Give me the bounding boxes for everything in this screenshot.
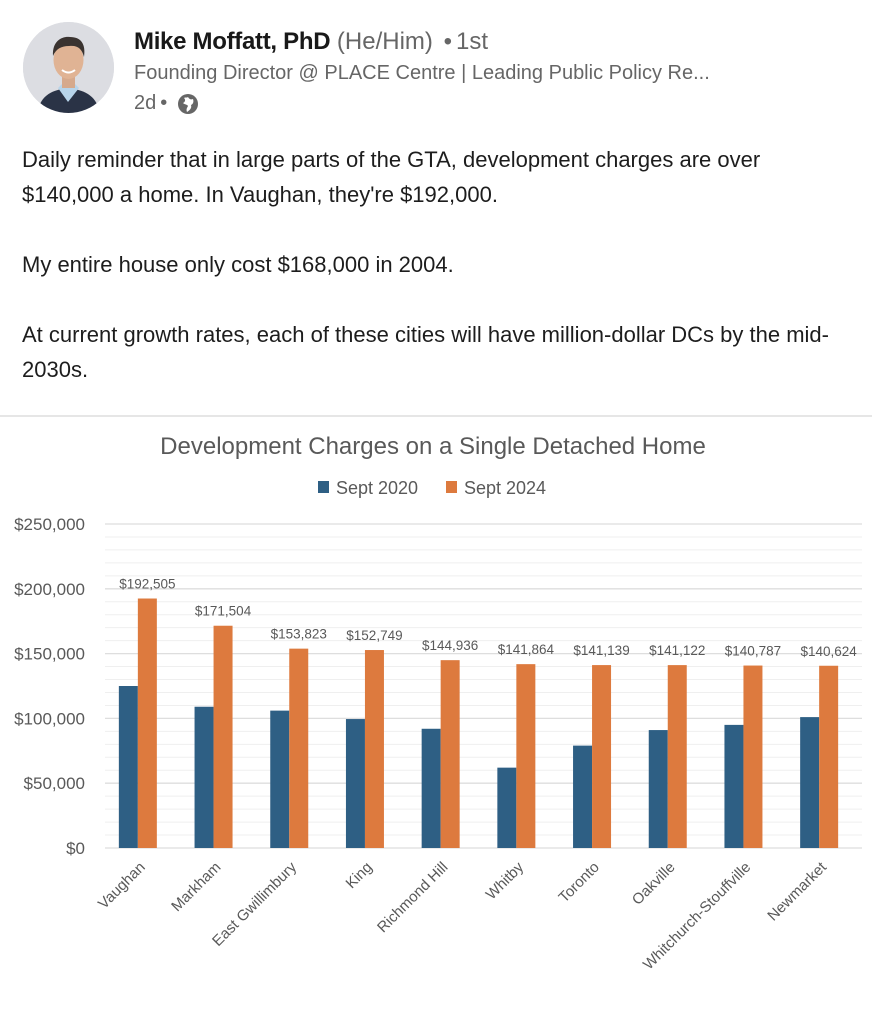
- data-label: $144,936: [422, 638, 478, 653]
- author-name[interactable]: Mike Moffatt, PhD: [134, 28, 331, 55]
- bar-sept-2020: [270, 710, 290, 848]
- post-paragraph: My entire house only cost $168,000 in 20…: [22, 252, 454, 277]
- bar-sept-2024: [440, 660, 460, 848]
- data-label: $192,505: [119, 577, 175, 592]
- y-tick-label: $0: [66, 839, 85, 858]
- data-label: $141,864: [498, 642, 555, 657]
- bar-sept-2024: [364, 650, 384, 848]
- bar-sept-2024: [213, 625, 233, 848]
- post-paragraph: Daily reminder that in large parts of th…: [22, 147, 761, 207]
- bar-sept-2024: [819, 665, 839, 848]
- post-body: Daily reminder that in large parts of th…: [22, 142, 852, 387]
- data-label: $152,749: [346, 628, 402, 643]
- y-tick-label: $100,000: [14, 709, 85, 728]
- data-label: $171,504: [195, 604, 252, 619]
- chart-title: Development Charges on a Single Detached…: [160, 433, 706, 460]
- bar-sept-2020: [648, 730, 668, 848]
- data-label: $140,787: [725, 644, 781, 659]
- x-tick-label: King: [343, 859, 376, 892]
- legend-label: Sept 2024: [464, 478, 546, 498]
- bar-sept-2020: [421, 728, 441, 848]
- legend-label: Sept 2020: [336, 478, 418, 498]
- x-tick-label: Markham: [168, 859, 224, 915]
- author-headline: Founding Director @ PLACE Centre | Leadi…: [134, 62, 710, 84]
- x-tick-label: Toronto: [555, 859, 602, 906]
- bar-sept-2024: [667, 665, 687, 848]
- bar-sept-2024: [743, 665, 763, 848]
- bar-sept-2024: [289, 648, 309, 848]
- data-labels: $192,505 $171,504 $153,823 $152,749 $144,936…: [119, 577, 857, 659]
- post-header: Mike Moffatt, PhD (He/Him) • 1st Founding…: [0, 0, 872, 120]
- bars: [118, 598, 839, 848]
- legend-swatch: [446, 481, 457, 493]
- meta-separator-dot: •: [160, 92, 168, 114]
- bar-sept-2020: [194, 706, 214, 848]
- legend-swatch: [318, 481, 329, 493]
- post-paragraph: At current growth rates, each of these c…: [22, 322, 829, 382]
- separator-dot: •: [443, 28, 452, 55]
- data-label: $140,624: [800, 644, 857, 659]
- bar-sept-2020: [724, 724, 744, 848]
- bar-sept-2020: [497, 767, 517, 848]
- x-tick-label: Newmarket: [764, 858, 830, 924]
- legend: Sept 2020 Sept 2024: [318, 478, 546, 498]
- bar-sept-2024: [592, 665, 612, 848]
- x-tick-label: Oakville: [629, 859, 679, 909]
- bar-sept-2024: [137, 598, 157, 848]
- bar-sept-2020: [118, 686, 138, 848]
- y-tick-label: $150,000: [14, 645, 85, 664]
- profile-photo-icon: [23, 22, 114, 113]
- content-divider: [0, 415, 872, 417]
- bar-chart: Development Charges on a Single Detached…: [14, 433, 862, 973]
- y-axis-labels: $0 $50,000 $100,000 $150,000 $200,000 $250,00…: [14, 515, 85, 858]
- data-label: $141,122: [649, 643, 705, 658]
- author-name-line: Mike Moffatt, PhD (He/Him) • 1st: [134, 28, 488, 56]
- y-tick-label: $250,000: [14, 515, 85, 534]
- data-label: $141,139: [573, 643, 629, 658]
- author-pronouns: (He/Him): [336, 28, 433, 55]
- connection-degree: 1st: [455, 28, 488, 55]
- globe-icon: [177, 93, 199, 115]
- y-tick-label: $50,000: [24, 774, 85, 793]
- bar-sept-2024: [516, 664, 536, 848]
- bar-sept-2020: [345, 719, 365, 848]
- x-tick-label: Vaughan: [95, 859, 149, 913]
- chart-image[interactable]: Development Charges on a Single Detached…: [0, 417, 872, 1024]
- data-label: $153,823: [271, 627, 327, 642]
- x-tick-label: Whitby: [483, 858, 528, 903]
- bar-sept-2020: [800, 717, 820, 848]
- y-tick-label: $200,000: [14, 580, 85, 599]
- post-meta: 2d •: [134, 92, 199, 115]
- author-avatar[interactable]: [23, 22, 114, 113]
- post-timestamp[interactable]: 2d: [134, 92, 157, 114]
- x-tick-label: Richmond Hill: [374, 859, 451, 936]
- bar-sept-2020: [573, 745, 593, 848]
